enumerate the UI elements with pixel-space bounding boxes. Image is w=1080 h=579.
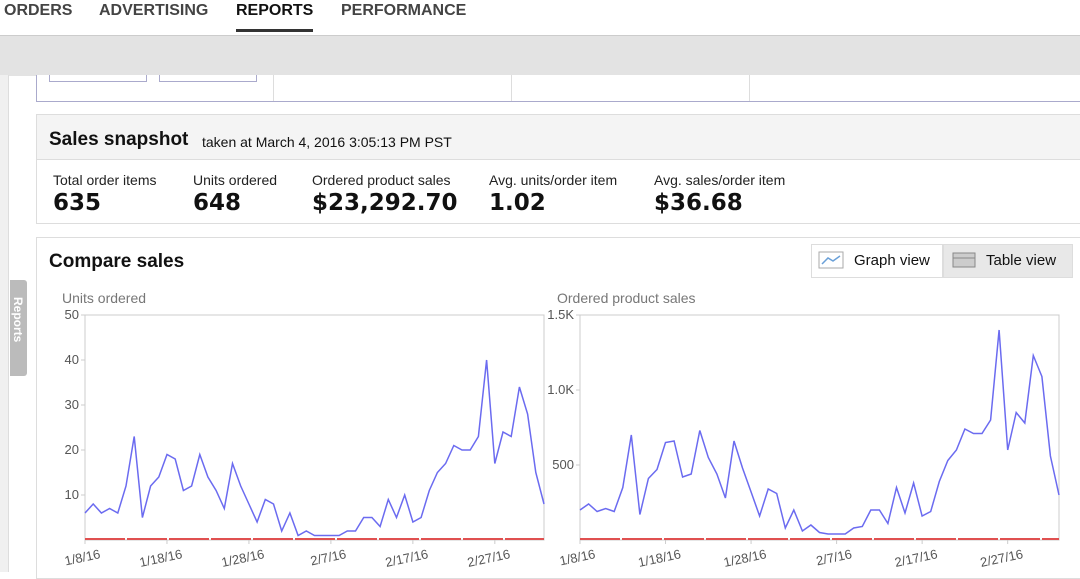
metric-value: 1.02 (489, 190, 546, 216)
snapshot-header: Sales snapshot taken at March 4, 2016 3:… (37, 115, 1080, 160)
toolbar (0, 35, 1080, 76)
nav-tab[interactable]: ADVERTISING (99, 2, 209, 19)
graph-view-button[interactable]: Graph view (811, 244, 943, 278)
input[interactable] (159, 75, 257, 82)
metric-label: Ordered product sales (312, 172, 451, 188)
nav-tab[interactable]: PERFORMANCE (341, 2, 467, 19)
compare-title: Compare sales (49, 251, 185, 272)
snapshot-title: Sales snapshot (49, 129, 189, 150)
metric-label: Avg. units/order item (489, 172, 618, 188)
metric: Avg. units/order item 1.02 (489, 172, 617, 216)
metric: Units ordered 648 (193, 172, 277, 216)
scrollbar (0, 75, 9, 572)
table-view-button[interactable]: Table view (943, 244, 1073, 278)
metric-value: 635 (53, 190, 102, 216)
sales-snapshot: Sales snapshot taken at March 4, 2016 3:… (36, 114, 1080, 224)
metric-value: $36.68 (654, 190, 743, 216)
compare-sales: Compare sales Graph view Table view (36, 237, 1080, 579)
input[interactable] (49, 75, 147, 82)
button-label: Table view (986, 252, 1057, 269)
snapshot-time: taken at March 4, 2016 3:05:13 PM PST (202, 134, 452, 150)
nav-tab[interactable]: REPORTS (236, 2, 314, 32)
metric: Total order items 635 (53, 172, 156, 216)
metric-label: Units ordered (193, 172, 278, 188)
filter-strip (36, 75, 1080, 102)
metric-label: Avg. sales/order item (654, 172, 786, 188)
metric-value: 648 (193, 190, 242, 216)
top-nav: ORDERS ADVERTISING REPORTS PERFORMANCE (0, 0, 1080, 35)
metric: Avg. sales/order item $36.68 (654, 172, 785, 216)
button-label: Graph view (854, 252, 930, 269)
metric-value: $23,292.70 (312, 190, 458, 216)
metric-label: Total order items (53, 172, 157, 188)
nav-tab[interactable]: ORDERS (4, 2, 73, 19)
side-tab-label: Reports (11, 297, 25, 343)
side-tab[interactable]: Reports (10, 280, 27, 376)
metric: Ordered product sales $23,292.70 (312, 172, 458, 216)
